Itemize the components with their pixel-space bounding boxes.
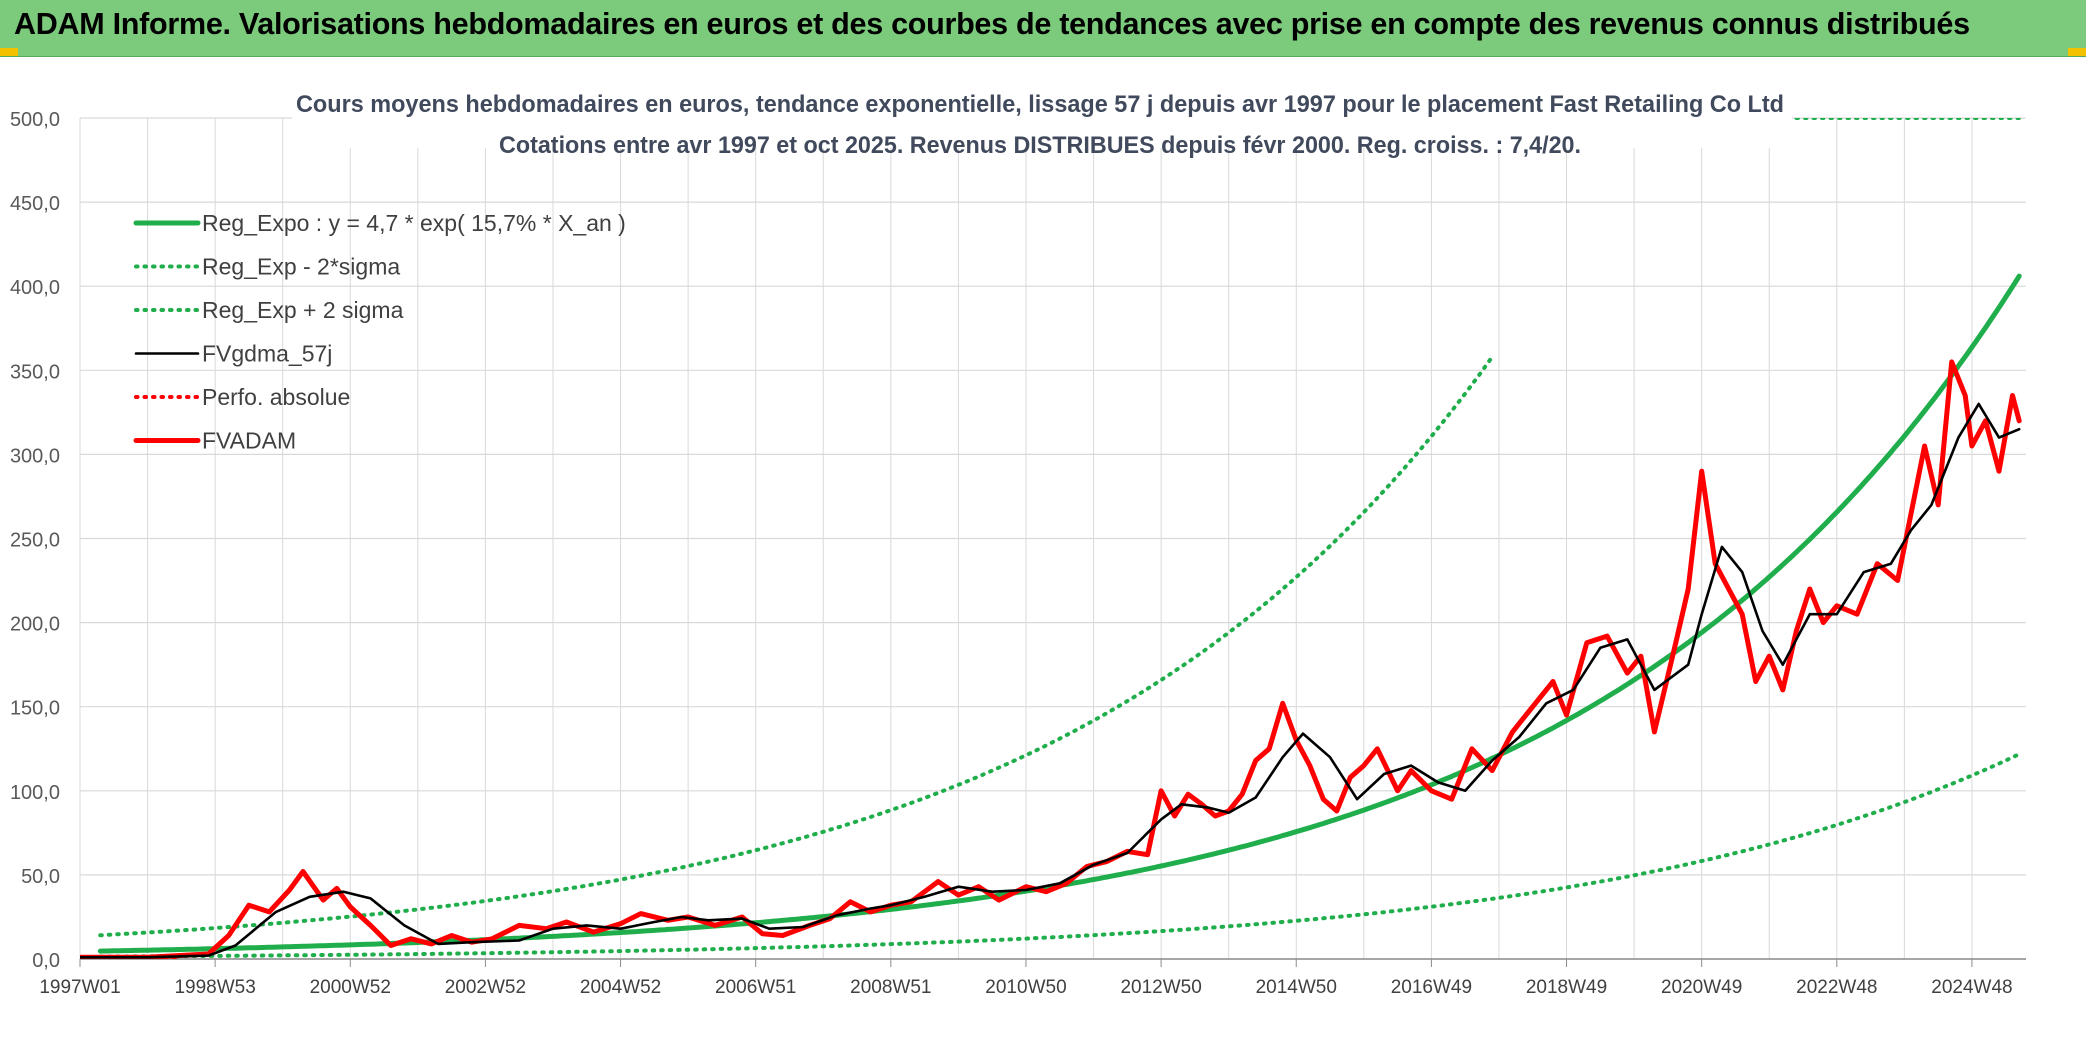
corner-marker — [0, 48, 18, 56]
y-tick-label: 150,0 — [10, 698, 60, 720]
legend-label: Reg_Exp + 2 sigma — [202, 297, 404, 323]
x-tick-label: 2008W51 — [850, 977, 931, 998]
chart-title: Cours moyens hebdomadaires en euros, ten… — [296, 91, 1784, 118]
legend-label: FVgdma_57j — [202, 341, 332, 367]
x-tick-label: 1998W53 — [174, 977, 255, 998]
chart-area: 0,0 50,0 100,0 150,0 200,0 250,0 300,0 350,0 400… — [0, 56, 2086, 1037]
series-layer — [80, 118, 2026, 959]
y-tick-label: 0,0 — [32, 950, 60, 972]
y-tick-label: 300,0 — [10, 445, 60, 467]
x-tick-label: 2020W49 — [1661, 977, 1742, 998]
page-title: ADAM Informe. Valorisations hebdomadaire… — [14, 6, 1970, 41]
y-tick-label: 400,0 — [10, 277, 60, 299]
y-tick-label: 350,0 — [10, 361, 60, 383]
x-tick-label: 2006W51 — [715, 977, 796, 998]
y-tick-label: 250,0 — [10, 530, 60, 552]
series-line-2 — [98, 354, 1495, 938]
x-tick-label: 2024W48 — [1931, 977, 2012, 998]
series-line-3 — [80, 402, 2021, 959]
legend-label: Reg_Expo : y = 4,7 * exp( 15,7% * X_an ) — [202, 210, 626, 236]
chart-subtitle: Cotations entre avr 1997 et oct 2025. Re… — [499, 132, 1581, 159]
x-tick-label: 2022W48 — [1796, 977, 1877, 998]
title-background — [292, 84, 1792, 148]
chart-svg: 0,0 50,0 100,0 150,0 200,0 250,0 300,0 350,0 400… — [10, 84, 2026, 998]
y-tick-label: 450,0 — [10, 193, 60, 215]
x-axis: 1997W01 1998W53 2000W52 2002W52 2004W52 2006W… — [39, 958, 2026, 998]
x-tick-label: 1997W01 — [39, 977, 120, 998]
x-tick-label: 2004W52 — [580, 977, 661, 998]
y-tick-label: 200,0 — [10, 614, 60, 636]
y-tick-label: 50,0 — [21, 866, 60, 888]
legend-label: Perfo. absolue — [202, 384, 350, 410]
x-tick-label: 2012W50 — [1120, 977, 1201, 998]
series-line-5 — [80, 359, 2022, 959]
x-tick-label: 2014W50 — [1256, 977, 1337, 998]
y-tick-label: 500,0 — [10, 109, 60, 131]
x-tick-label: 2016W49 — [1391, 977, 1472, 998]
series-line-1 — [98, 752, 2022, 959]
chart-grid — [79, 117, 2026, 960]
y-tick-label: 100,0 — [10, 782, 60, 804]
x-tick-label: 2002W52 — [445, 977, 526, 998]
series-line-0 — [97, 273, 2022, 954]
chart-titles: Cours moyens hebdomadaires en euros, ten… — [292, 84, 1792, 159]
y-axis: 0,0 50,0 100,0 150,0 200,0 250,0 300,0 350,0 400… — [10, 109, 60, 972]
legend-label: FVADAM — [202, 428, 296, 454]
x-tick-label: 2010W50 — [985, 977, 1066, 998]
corner-marker — [2068, 48, 2086, 56]
legend: Reg_Expo : y = 4,7 * exp( 15,7% * X_an )… — [133, 210, 626, 454]
x-tick-label: 2018W49 — [1526, 977, 1607, 998]
banner: ADAM Informe. Valorisations hebdomadaire… — [0, 0, 2086, 57]
legend-label: Reg_Exp - 2*sigma — [202, 254, 400, 280]
x-tick-label: 2000W52 — [310, 977, 391, 998]
